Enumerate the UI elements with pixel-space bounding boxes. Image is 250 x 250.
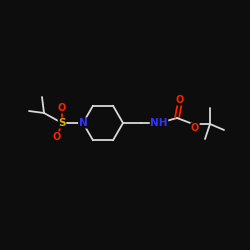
Text: O: O xyxy=(191,123,199,133)
Text: O: O xyxy=(176,95,184,105)
Text: N: N xyxy=(78,118,88,128)
Text: NH: NH xyxy=(150,118,168,128)
Text: O: O xyxy=(53,132,61,142)
Text: S: S xyxy=(58,118,66,128)
Text: O: O xyxy=(58,103,66,113)
